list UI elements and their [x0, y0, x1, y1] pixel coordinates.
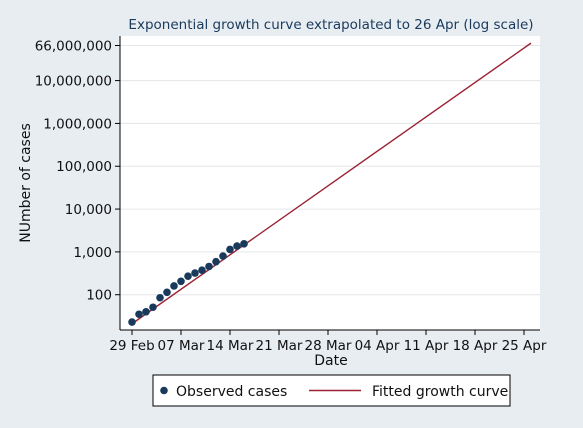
- legend-label-fitted: Fitted growth curve: [372, 384, 508, 400]
- x-axis: 29 Feb 07 Mar 14 Mar 21 Mar 28 Mar 04 Apr 11 A…: [109, 329, 547, 354]
- x-tick-label: 04 Apr: [355, 338, 400, 354]
- observed-point: [142, 307, 150, 316]
- y-tick-label: 100: [86, 288, 112, 304]
- observed-point: [184, 272, 192, 280]
- x-tick-label: 18 Apr: [453, 338, 498, 354]
- series-layer: [128, 42, 532, 326]
- x-tick-label: 21 Mar: [256, 338, 303, 354]
- y-axis-label: NUmber of cases: [18, 123, 34, 243]
- x-tick-label: 14 Mar: [207, 338, 254, 354]
- y-tick-label: 10,000: [65, 202, 112, 218]
- observed-point: [219, 252, 227, 260]
- x-axis-label: Date: [314, 353, 347, 369]
- y-tick-label: 1,000: [73, 245, 112, 261]
- fitted-growth-line: [131, 42, 532, 325]
- observed-point: [177, 277, 185, 286]
- observed-point: [156, 293, 164, 302]
- observed-point: [226, 245, 234, 254]
- observed-point: [191, 269, 199, 277]
- legend-marker-observed: [160, 386, 168, 395]
- x-tick-label: 25 Apr: [502, 338, 547, 354]
- observed-point: [198, 266, 206, 275]
- observed-point: [128, 318, 136, 326]
- x-tick-label: 28 Mar: [305, 338, 352, 354]
- legend-label-observed: Observed cases: [176, 384, 287, 400]
- y-tick-label: 100,000: [56, 159, 112, 175]
- x-tick-label: 29 Feb: [109, 338, 154, 354]
- y-tick-label: 10,000,000: [35, 74, 112, 90]
- plot-area: [120, 36, 540, 330]
- observed-point: [205, 262, 213, 271]
- observed-point: [233, 242, 241, 250]
- observed-point: [163, 288, 171, 297]
- observed-point: [170, 282, 178, 290]
- y-tick-label: 1,000,000: [43, 116, 112, 132]
- observed-point: [212, 257, 220, 266]
- observed-point: [135, 310, 143, 319]
- x-tick-label: 11 Apr: [404, 338, 449, 354]
- observed-point: [149, 303, 157, 312]
- x-tick-label: 07 Mar: [158, 338, 205, 354]
- chart-title: Exponential growth curve extrapolated to…: [128, 17, 533, 33]
- observed-point: [240, 240, 248, 248]
- y-tick-label: 66,000,000: [35, 39, 112, 55]
- y-axis: 100 1,000 10,000 100,000 1,000,000 10,000,000…: [35, 36, 121, 330]
- legend: Observed cases Fitted growth curve: [152, 374, 511, 407]
- grid-lines: [120, 45, 540, 296]
